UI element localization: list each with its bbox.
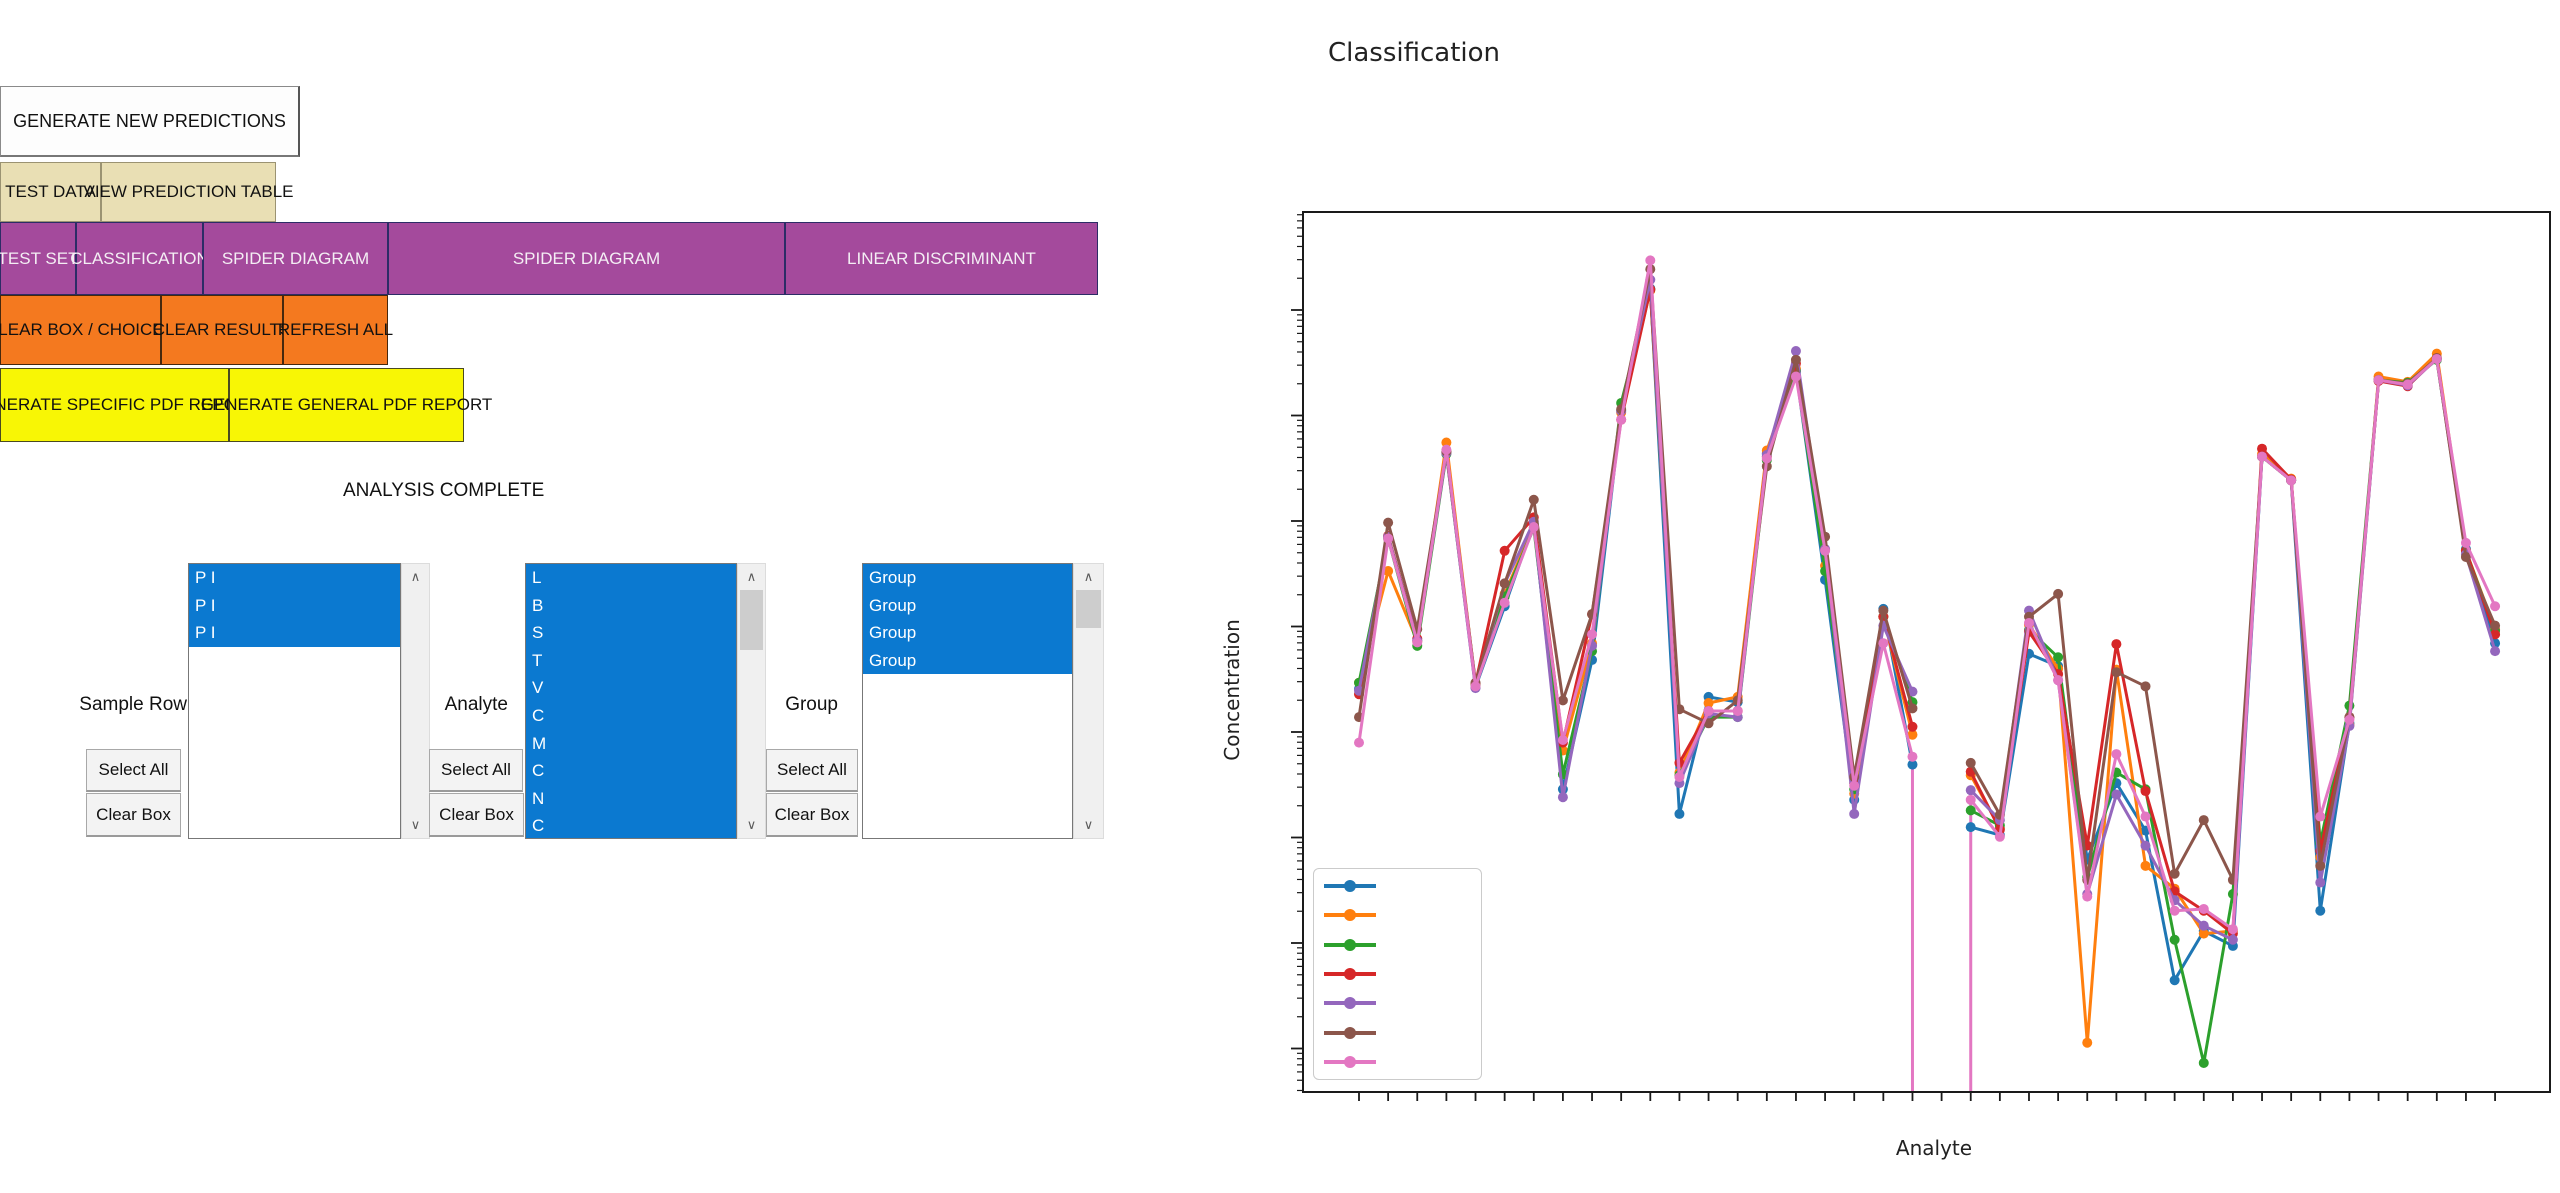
legend-entry-green (1320, 938, 1481, 952)
list-item[interactable]: V (526, 674, 736, 702)
chart-legend[interactable] (1313, 868, 1482, 1080)
x-axis-label: Analyte (1895, 1136, 1973, 1160)
list-item[interactable]: Group (863, 564, 1072, 592)
group-select-all-button[interactable]: Select All (766, 749, 858, 792)
analyte-label: Analyte (444, 694, 508, 715)
analyte-select-all-button[interactable]: Select All (429, 749, 523, 792)
list-item[interactable]: L (526, 564, 736, 592)
analyte-scrollbar[interactable]: ∧ ∨ (737, 563, 766, 839)
list-item[interactable]: P I (189, 619, 400, 647)
legend-entry-brown (1320, 1026, 1481, 1040)
legend-line-marker-icon (1324, 1026, 1376, 1039)
list-item[interactable]: C (526, 812, 736, 838)
group-listbox[interactable]: Group Group Group Group (862, 563, 1073, 839)
sample-row-select-all-button[interactable]: Select All (86, 749, 181, 792)
generate-general-pdf-report-button[interactable]: GENERATE GENERAL PDF REPORT (201, 368, 492, 442)
spider-diagram-button-2[interactable]: SPIDER DIAGRAM (388, 222, 785, 295)
classification-button[interactable]: CLASSIFICATION (70, 222, 209, 295)
legend-entry-orange (1320, 908, 1481, 922)
legend-entry-blue (1320, 879, 1481, 893)
scroll-down-icon[interactable]: ∨ (1083, 817, 1094, 832)
clear-results-button[interactable]: CLEAR RESULTS (153, 295, 291, 365)
group-label: Group (785, 694, 838, 715)
group-scrollbar[interactable]: ∧ ∨ (1073, 563, 1104, 839)
list-item[interactable]: M (526, 729, 736, 758)
generate-specific-pdf-report-button[interactable]: GENERATE SPECIFIC PDF REPORT (0, 368, 259, 442)
list-item[interactable]: Group (863, 591, 1072, 620)
legend-line-marker-icon (1324, 997, 1376, 1010)
list-item[interactable]: N (526, 784, 736, 813)
test-data-button[interactable]: TEST DATA (0, 162, 101, 222)
list-item[interactable]: C (526, 701, 736, 730)
sample-row-scrollbar[interactable]: ∧ ∨ (401, 563, 430, 839)
scroll-up-icon[interactable]: ∧ (746, 569, 757, 584)
legend-entry-purple (1320, 996, 1481, 1010)
scroll-down-icon[interactable]: ∨ (410, 817, 421, 832)
sample-row-clear-box-button[interactable]: Clear Box (86, 793, 181, 837)
scroll-down-icon[interactable]: ∨ (746, 817, 757, 832)
scroll-up-icon[interactable]: ∧ (410, 569, 421, 584)
legend-line-marker-icon (1324, 967, 1376, 980)
group-clear-box-button[interactable]: Clear Box (766, 793, 858, 837)
generate-new-predictions-button[interactable]: GENERATE NEW PREDICTIONS (0, 86, 300, 157)
spider-diagram-button-1[interactable]: SPIDER DIAGRAM (203, 222, 388, 295)
analyte-clear-box-button[interactable]: Clear Box (429, 793, 524, 837)
legend-entry-red (1320, 967, 1481, 981)
list-item[interactable]: B (526, 591, 736, 620)
legend-line-marker-icon (1324, 938, 1376, 951)
list-item[interactable]: T (526, 646, 736, 675)
linear-discriminant-button[interactable]: LINEAR DISCRIMINANT (785, 222, 1098, 295)
legend-entry-pink (1320, 1055, 1481, 1069)
view-prediction-table-button[interactable]: VIEW PREDICTION TABLE (83, 162, 294, 222)
scrollbar-thumb[interactable] (740, 590, 763, 650)
legend-line-marker-icon (1324, 1055, 1376, 1068)
list-item[interactable]: Group (863, 646, 1072, 675)
sample-row-label: Sample Row (79, 694, 187, 715)
legend-line-marker-icon (1324, 880, 1376, 892)
list-item[interactable]: P I (189, 564, 400, 592)
list-item[interactable]: S (526, 619, 736, 647)
scrollbar-thumb[interactable] (1076, 590, 1101, 628)
scroll-up-icon[interactable]: ∧ (1083, 569, 1094, 584)
test-set-button[interactable]: TEST SET (0, 222, 78, 295)
clear-box-choices-button[interactable]: CLEAR BOX / CHOICES (0, 295, 175, 365)
legend-line-marker-icon (1324, 909, 1376, 922)
refresh-all-button[interactable]: REFRESH ALL (278, 295, 393, 365)
status-text: ANALYSIS COMPLETE (343, 480, 545, 501)
chart-title: Classification (1328, 38, 1501, 68)
list-item[interactable]: C (526, 757, 736, 785)
list-item[interactable]: P I (189, 591, 400, 620)
list-item[interactable]: Group (863, 619, 1072, 647)
